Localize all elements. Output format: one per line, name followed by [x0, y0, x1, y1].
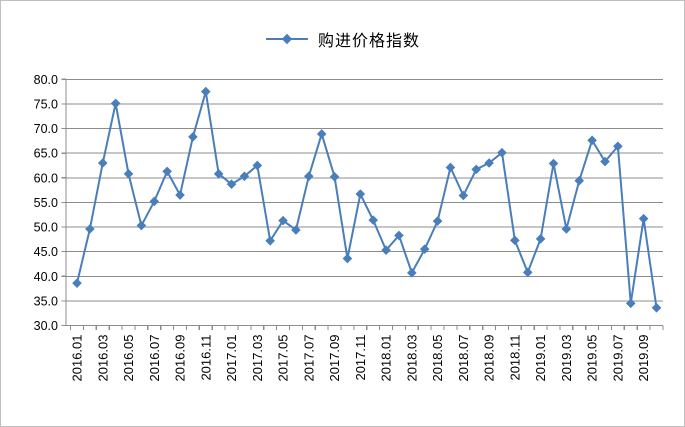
- data-point: [368, 215, 378, 225]
- data-point: [613, 141, 623, 152]
- data-point: [510, 235, 520, 246]
- data-point: [458, 190, 469, 201]
- data-point: [625, 298, 636, 309]
- data-point: [445, 162, 456, 173]
- series-markers: [72, 86, 662, 313]
- y-tick-label: 75.0: [34, 97, 58, 111]
- data-point: [407, 268, 417, 278]
- x-tick-label: 2018.07: [456, 334, 471, 381]
- data-point: [136, 220, 147, 231]
- data-point: [304, 171, 314, 182]
- x-tick-label: 2018.03: [404, 335, 419, 382]
- data-point: [239, 171, 250, 182]
- series-marker-icon: [265, 33, 308, 45]
- data-point: [85, 224, 95, 234]
- axes: [61, 78, 664, 330]
- data-point: [394, 230, 404, 241]
- y-tick-label: 50.0: [34, 221, 58, 235]
- y-axis-labels: 80.0 75.0 70.0 65.0 60.0 55.0 50.0 45.0 40.0 35.0…: [34, 73, 58, 333]
- data-point: [162, 166, 172, 177]
- x-tick-label: 2018.01: [379, 335, 394, 382]
- y-tick-label: 35.0: [34, 294, 58, 308]
- data-point: [97, 158, 108, 168]
- data-point: [419, 244, 430, 254]
- data-point: [522, 267, 533, 278]
- data-point: [149, 196, 160, 207]
- legend: 购进价格指数: [1, 27, 684, 51]
- x-tick-label: 2017.05: [276, 335, 291, 382]
- x-tick-label: 2018.05: [430, 335, 445, 382]
- data-point: [175, 190, 185, 200]
- data-point: [355, 189, 366, 199]
- x-tick-label: 2017.09: [327, 335, 342, 382]
- y-tick-label: 70.0: [34, 122, 58, 136]
- data-point: [561, 224, 572, 234]
- y-tick-label: 40.0: [34, 270, 58, 284]
- x-tick-label: 2019.03: [559, 335, 574, 382]
- y-tick-label: 60.0: [34, 171, 58, 185]
- x-tick-label: 2019.07: [610, 335, 625, 382]
- x-tick-label: 2017.03: [250, 335, 265, 382]
- x-tick-label: 2019.01: [533, 335, 548, 382]
- data-point: [432, 216, 443, 226]
- y-tick-label: 45.0: [34, 245, 58, 259]
- data-point: [316, 129, 327, 139]
- data-point: [638, 213, 649, 224]
- data-point: [278, 215, 288, 226]
- data-point: [110, 98, 121, 109]
- series-line: [76, 90, 658, 308]
- x-tick-label: 2018.09: [482, 335, 497, 382]
- y-tick-label: 80.0: [34, 73, 58, 87]
- data-point: [265, 236, 275, 246]
- data-point: [471, 164, 482, 175]
- data-point: [226, 179, 237, 189]
- x-tick-label: 2017.01: [224, 335, 239, 382]
- data-point: [381, 245, 391, 255]
- data-point: [123, 169, 134, 179]
- data-point: [651, 302, 662, 313]
- x-tick-label: 2016.09: [173, 335, 188, 382]
- x-tick-label: 2016.03: [95, 335, 110, 382]
- data-point: [342, 253, 353, 264]
- data-point: [587, 135, 597, 146]
- data-point: [291, 225, 301, 235]
- y-tick-label: 65.0: [34, 147, 58, 161]
- x-axis-labels: 2016.01 2016.03 2016.05 2016.07 2016.09 2016.…: [70, 334, 652, 381]
- x-tick-label: 2016.11: [198, 335, 213, 381]
- data-point: [548, 158, 559, 169]
- data-point: [188, 132, 198, 142]
- data-point: [484, 158, 494, 168]
- x-tick-label: 2017.07: [301, 335, 316, 382]
- x-tick-label: 2016.05: [121, 335, 136, 382]
- data-point: [600, 156, 610, 167]
- data-point: [213, 169, 224, 179]
- y-tick-label: 55.0: [34, 196, 58, 210]
- data-point: [497, 147, 507, 158]
- data-point: [72, 278, 82, 288]
- x-tick-label: 2016.01: [70, 335, 85, 382]
- data-point: [200, 86, 211, 97]
- data-point: [252, 160, 263, 171]
- y-tick-label: 30.0: [34, 319, 58, 333]
- data-point: [329, 171, 340, 182]
- x-tick-label: 2019.09: [636, 335, 651, 382]
- x-tick-label: 2019.05: [585, 335, 600, 382]
- data-point: [574, 175, 585, 186]
- legend-label: 购进价格指数: [317, 31, 420, 50]
- x-tick-label: 2016.07: [147, 335, 162, 382]
- x-tick-label: 2017.11: [353, 335, 368, 381]
- x-tick-label: 2018.11: [507, 335, 522, 381]
- data-point: [535, 234, 546, 244]
